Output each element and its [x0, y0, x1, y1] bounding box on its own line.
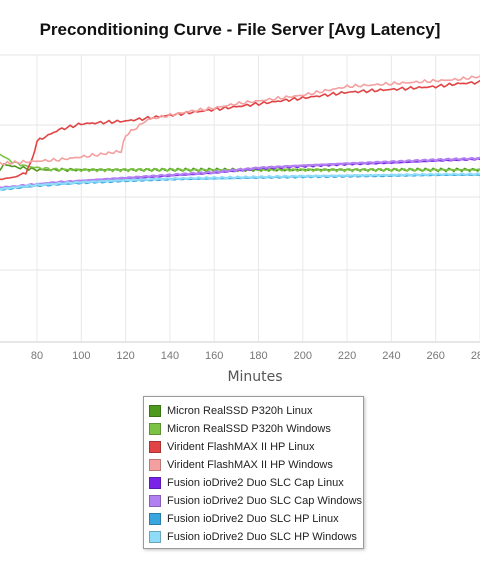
legend-swatch: [149, 405, 161, 417]
legend-item: Micron RealSSD P320h Linux: [149, 402, 363, 420]
legend-label: Fusion ioDrive2 Duo SLC HP Windows: [167, 531, 357, 543]
x-tick-label: 180: [249, 350, 267, 362]
x-tick-label: 220: [338, 350, 356, 362]
series-layer: [0, 75, 480, 191]
chart-title: Preconditioning Curve - File Server [Avg…: [39, 20, 441, 39]
x-tick-label: 140: [161, 350, 179, 362]
legend-item: Fusion ioDrive2 Duo SLC Cap Windows: [149, 492, 363, 510]
x-tick-label: 200: [294, 350, 312, 362]
legend-label: Fusion ioDrive2 Duo SLC HP Linux: [167, 513, 339, 525]
legend-label: Micron RealSSD P320h Linux: [167, 405, 313, 417]
legend-item: Fusion ioDrive2 Duo SLC Cap Linux: [149, 474, 363, 492]
legend-label: Fusion ioDrive2 Duo SLC Cap Windows: [167, 495, 363, 507]
x-tick-label: 280: [471, 350, 480, 362]
legend-label: Virident FlashMAX II HP Windows: [167, 459, 333, 471]
legend-swatch: [149, 441, 161, 453]
legend-swatch: [149, 459, 161, 471]
legend-swatch: [149, 513, 161, 525]
legend: Micron RealSSD P320h Linux Micron RealSSD…: [143, 396, 364, 549]
legend-label: Micron RealSSD P320h Windows: [167, 423, 331, 435]
legend-label: Fusion ioDrive2 Duo SLC Cap Linux: [167, 477, 344, 489]
legend-item: Virident FlashMAX II HP Windows: [149, 456, 363, 474]
legend-label: Virident FlashMAX II HP Linux: [167, 441, 315, 453]
x-tick-label: 80: [31, 350, 43, 362]
series-line: [0, 79, 480, 181]
x-tick-label: 260: [427, 350, 445, 362]
x-tick-label: 100: [72, 350, 90, 362]
x-tick-label: 240: [382, 350, 400, 362]
series-line: [0, 75, 480, 166]
legend-item: Micron RealSSD P320h Windows: [149, 420, 363, 438]
legend-item: Virident FlashMAX II HP Linux: [149, 438, 363, 456]
legend-swatch: [149, 495, 161, 507]
series-line: [0, 172, 480, 191]
series-line: [0, 156, 480, 190]
x-axis-title: Minutes: [227, 369, 283, 385]
legend-swatch: [149, 423, 161, 435]
x-tick-label: 120: [116, 350, 134, 362]
legend-swatch: [149, 477, 161, 489]
x-axis-ticks: 80 100 120 140 160 180 200 220 240 260 280: [31, 350, 480, 362]
legend-item: Fusion ioDrive2 Duo SLC HP Windows: [149, 528, 363, 546]
legend-item: Fusion ioDrive2 Duo SLC HP Linux: [149, 510, 363, 528]
plot-background: [0, 55, 480, 342]
x-tick-label: 160: [205, 350, 223, 362]
legend-swatch: [149, 531, 161, 543]
gridlines: [0, 54, 480, 343]
